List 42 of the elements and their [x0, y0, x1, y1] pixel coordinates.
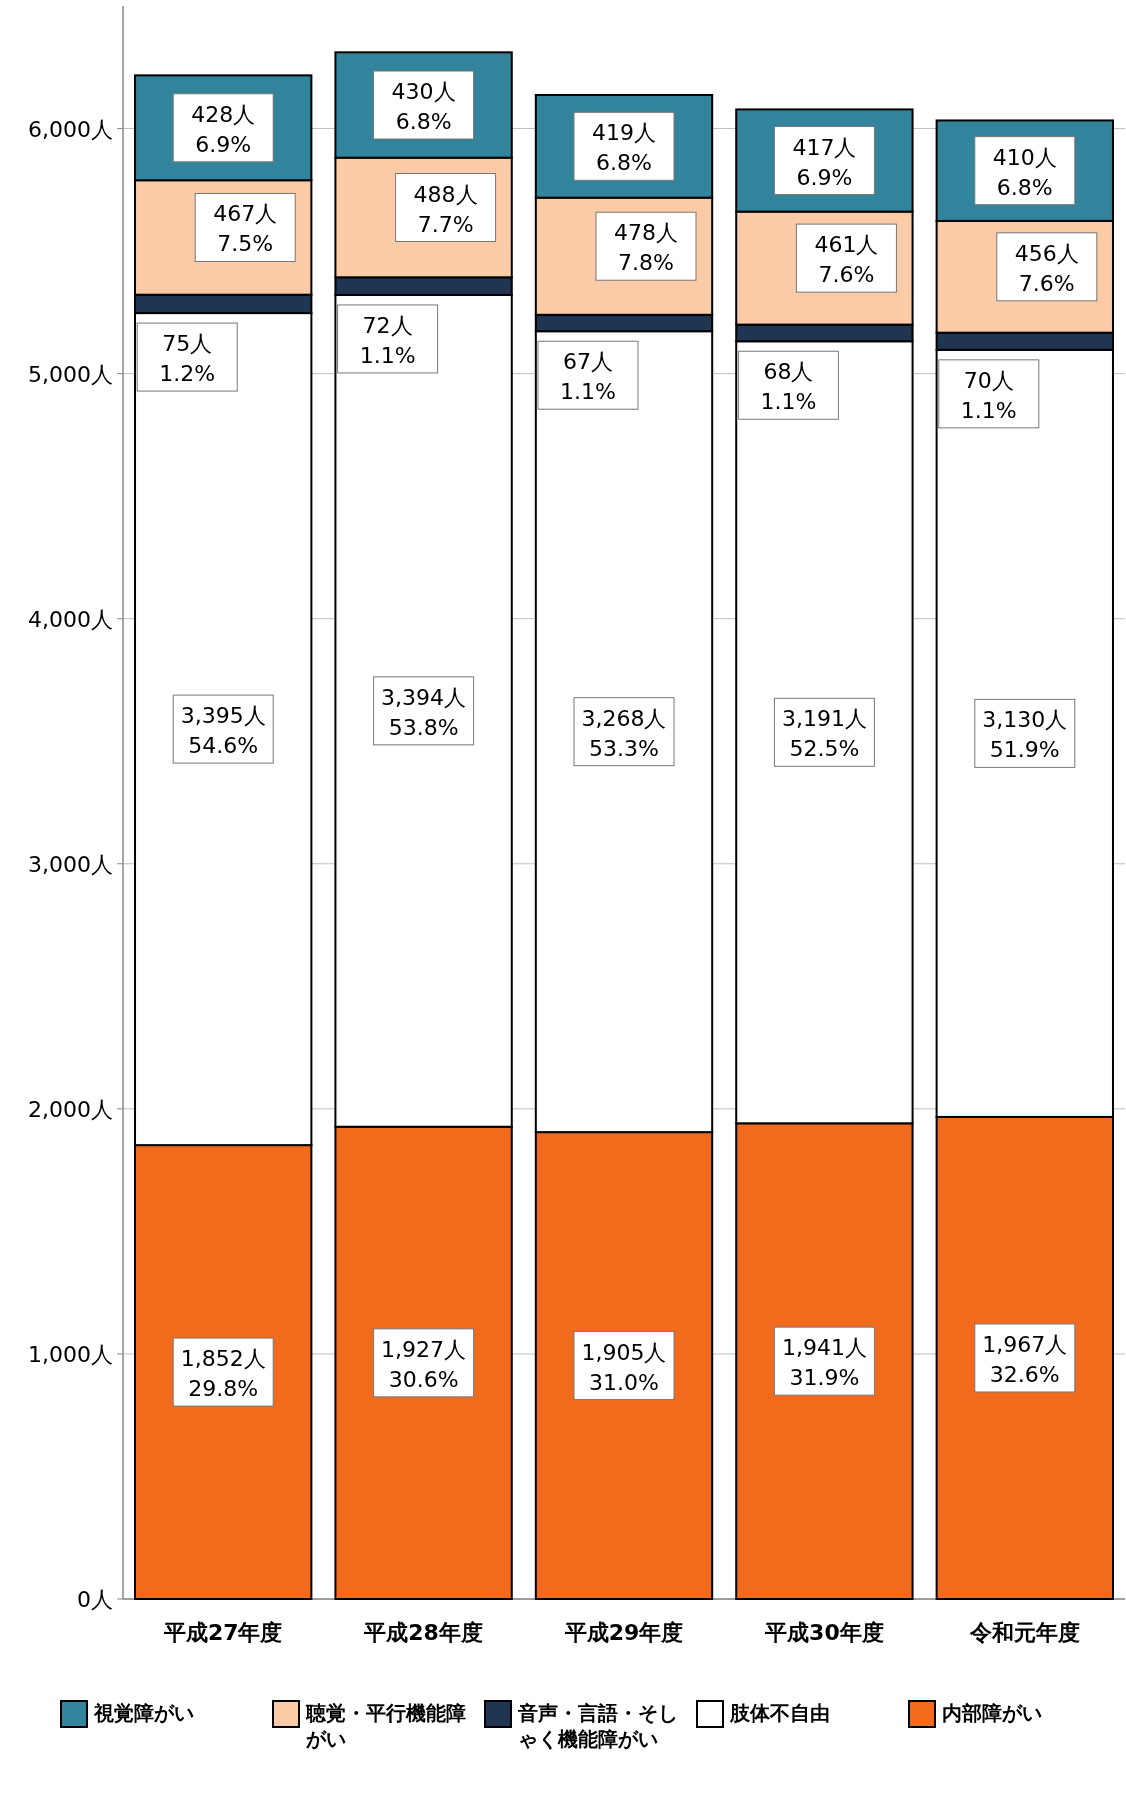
x-tick-label: 平成29年度 — [563, 1620, 684, 1645]
data-label: 456人 7.6% — [1014, 240, 1079, 296]
y-tick-label: 3,000人 — [28, 851, 113, 877]
y-tick-label: 5,000人 — [28, 361, 113, 387]
data-label: 461人 7.6% — [814, 232, 879, 288]
data-label: 68人 1.1% — [760, 359, 817, 415]
data-label: 1,941人 31.9% — [781, 1335, 867, 1391]
data-label: 3,395人 54.6% — [180, 703, 266, 759]
data-label: 410人 6.8% — [992, 144, 1057, 200]
data-label: 1,927人 30.6% — [381, 1336, 467, 1392]
legend-label: 音声・言語・そしゃく機能障がい — [518, 1700, 679, 1752]
legend-label: 視覚障がい — [94, 1700, 194, 1726]
legend-label: 内部障がい — [942, 1700, 1042, 1726]
data-label: 467人 7.5% — [213, 201, 278, 257]
data-label: 3,394人 53.8% — [381, 684, 467, 740]
x-tick-label: 平成28年度 — [363, 1620, 483, 1645]
data-label: 3,268人 53.3% — [581, 705, 667, 761]
y-tick-label: 4,000人 — [28, 606, 113, 632]
data-label: 3,191人 52.5% — [781, 706, 867, 762]
data-label: 430人 6.8% — [391, 79, 456, 135]
legend-label: 聴覚・平行機能障がい — [306, 1700, 467, 1752]
data-label: 70人 1.1% — [960, 367, 1017, 423]
data-label: 67人 1.1% — [560, 349, 616, 405]
data-label: 1,967人 32.6% — [982, 1331, 1068, 1387]
data-label: 72人 1.1% — [359, 312, 416, 368]
x-tick-label: 平成30年度 — [764, 1620, 884, 1645]
data-label: 75人 1.2% — [159, 331, 216, 387]
x-tick-label: 令和元年度 — [968, 1620, 1080, 1645]
x-tick-label: 平成27年度 — [162, 1620, 283, 1645]
legend-label: 肢体不自由 — [730, 1700, 830, 1726]
y-tick-label: 0人 — [77, 1587, 113, 1612]
data-label: 3,130人 51.9% — [982, 707, 1068, 763]
y-tick-label: 1,000人 — [28, 1341, 113, 1367]
data-label: 417人 6.9% — [792, 134, 857, 190]
y-tick-label: 6,000人 — [28, 116, 113, 142]
y-tick-label: 2,000人 — [28, 1096, 113, 1122]
data-label: 1,905人 31.0% — [581, 1339, 667, 1395]
data-label: 1,852人 29.8% — [180, 1346, 266, 1402]
data-label: 428人 6.9% — [191, 101, 256, 157]
data-label: 488人 7.7% — [413, 181, 478, 237]
data-label: 478人 7.8% — [614, 220, 678, 276]
data-label: 419人 6.8% — [592, 120, 656, 176]
